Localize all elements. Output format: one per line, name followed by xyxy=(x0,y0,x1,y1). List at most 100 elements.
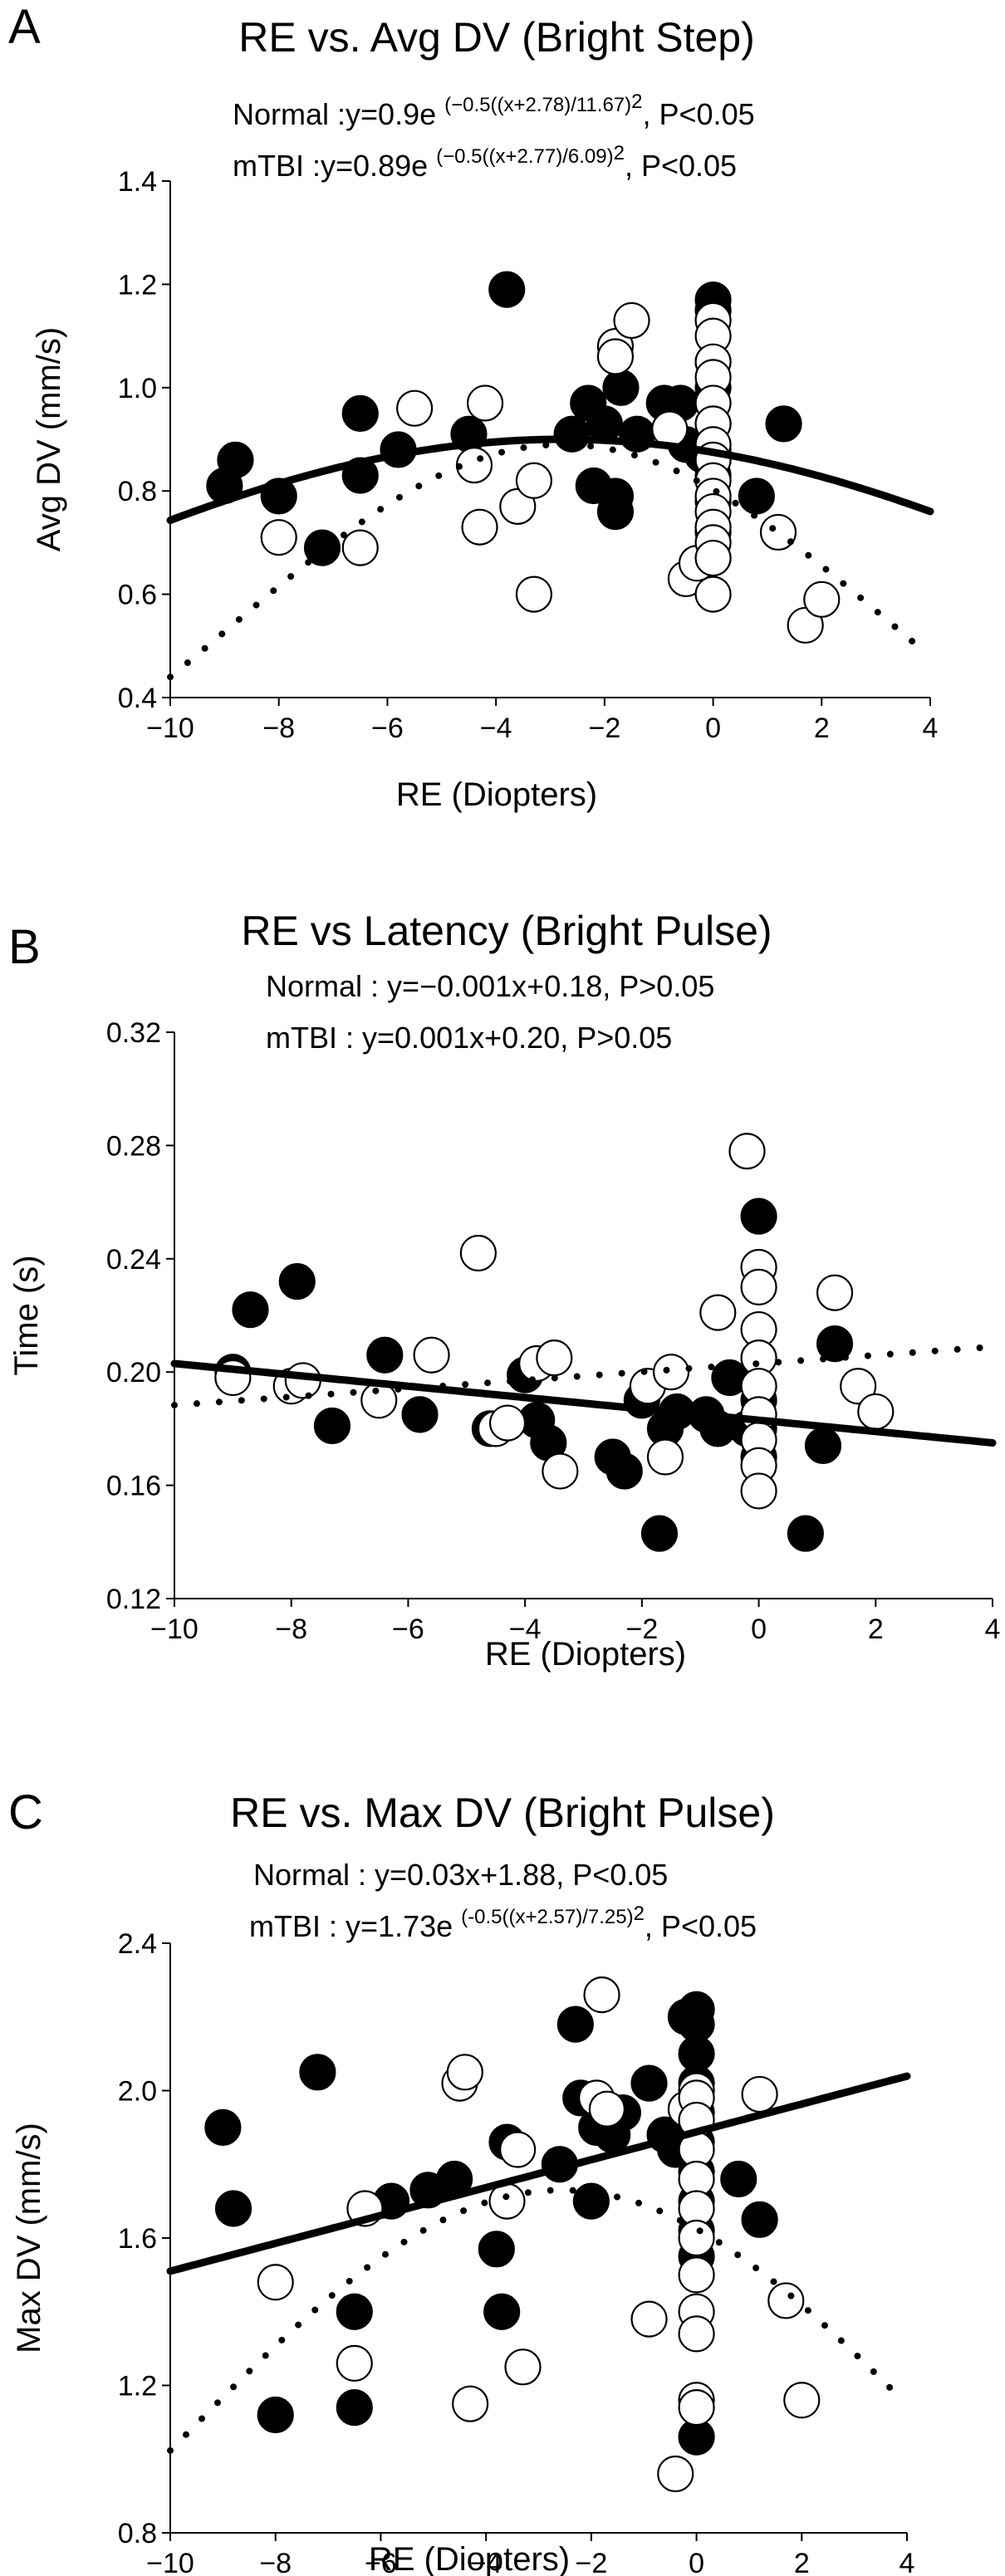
x-tick-label: −10 xyxy=(150,1614,199,1645)
y-tick-label: 0.24 xyxy=(106,1244,161,1276)
filled-data-point xyxy=(488,271,526,308)
filled-data-point xyxy=(816,1325,854,1363)
open-data-point xyxy=(336,2344,373,2382)
open-data-point xyxy=(596,338,635,375)
filled-data-point xyxy=(303,529,341,566)
filled-data-point xyxy=(204,2108,242,2146)
filled-data-point xyxy=(483,2293,521,2330)
y-tick-label: 0.8 xyxy=(118,2518,157,2549)
open-data-point xyxy=(396,389,434,427)
filled-data-point xyxy=(553,415,591,453)
x-tick-label: 4 xyxy=(900,2548,915,2576)
open-data-point xyxy=(459,1234,497,1272)
open-data-point xyxy=(413,1336,450,1374)
open-data-point xyxy=(499,2131,537,2168)
x-tick-label: −8 xyxy=(259,2548,292,2576)
open-data-point xyxy=(613,301,650,340)
x-tick-label: −6 xyxy=(392,1614,424,1645)
x-axis-label: RE (Diopters) xyxy=(485,1636,686,1672)
filled-data-point xyxy=(630,2064,668,2102)
open-data-point xyxy=(840,1368,877,1405)
filled-data-point xyxy=(313,1407,351,1445)
open-data-point xyxy=(536,1339,573,1377)
x-tick-label: 4 xyxy=(923,713,939,744)
fit-line-solid xyxy=(166,435,934,524)
filled-data-point xyxy=(478,2231,515,2268)
open-data-point xyxy=(678,2315,715,2353)
fit-equation-normal: Normal :y=0.9e (−0.5((x+2.78)/11.67)2, P… xyxy=(233,91,755,131)
x-tick-label: −6 xyxy=(365,2548,397,2576)
filled-data-point xyxy=(217,441,254,478)
open-data-point xyxy=(678,2256,715,2294)
y-tick-label: 2.0 xyxy=(118,2076,157,2108)
y-axis-label: Time (s) xyxy=(8,1255,45,1375)
filled-data-point xyxy=(804,1427,842,1464)
y-tick-label: 1.4 xyxy=(118,166,157,198)
filled-data-point xyxy=(401,1396,439,1433)
y-tick-label: 0.32 xyxy=(106,1017,161,1049)
open-data-point xyxy=(759,513,797,551)
y-tick-label: 0.12 xyxy=(106,1584,161,1615)
open-data-point xyxy=(452,2385,489,2422)
filled-data-point xyxy=(214,2190,252,2227)
y-axis-label: Max DV (mm/s) xyxy=(11,2123,47,2353)
open-data-point xyxy=(783,2382,821,2419)
open-data-point xyxy=(678,2389,715,2427)
x-tick-label: 0 xyxy=(751,1614,767,1645)
open-data-point xyxy=(446,2054,483,2091)
panel-letter: A xyxy=(8,0,41,54)
chart-title: RE vs. Max DV (Bright Pulse) xyxy=(230,1790,775,1836)
open-data-point xyxy=(341,529,379,566)
open-data-point xyxy=(515,462,552,499)
y-tick-label: 0.4 xyxy=(118,683,157,714)
open-data-point xyxy=(803,580,841,618)
x-tick-label: 0 xyxy=(705,713,721,744)
filled-data-point xyxy=(366,1336,404,1374)
open-data-point xyxy=(816,1274,854,1311)
open-data-point xyxy=(504,2348,542,2386)
filled-data-point xyxy=(765,405,802,443)
filled-data-point xyxy=(341,394,379,432)
x-tick-label: −2 xyxy=(625,1614,658,1645)
y-tick-label: 2.4 xyxy=(118,1928,157,1960)
open-data-point xyxy=(588,2090,625,2128)
fit-equation-normal: Normal : y=0.03x+1.88, P<0.05 xyxy=(253,1858,668,1892)
filled-data-point xyxy=(640,1515,679,1552)
x-axis-label: RE (Diopters) xyxy=(396,776,597,813)
open-data-point xyxy=(466,384,504,422)
x-tick-label: −10 xyxy=(146,713,194,744)
fit-line-dotted xyxy=(167,2187,895,2454)
filled-data-point xyxy=(741,2201,778,2238)
fit-line-solid xyxy=(166,2072,911,2275)
filled-data-point xyxy=(336,2293,373,2330)
filled-data-point xyxy=(572,2182,610,2220)
y-tick-label: 1.0 xyxy=(118,373,157,404)
x-axis-label: RE (Diopters) xyxy=(369,2541,570,2576)
panel-letter: B xyxy=(8,920,41,974)
fit-equation-mtbi: mTBI : y=0.001x+0.20, P>0.05 xyxy=(266,1021,672,1055)
open-data-point xyxy=(515,575,552,613)
open-data-point xyxy=(630,2300,668,2338)
open-data-point xyxy=(461,508,498,546)
x-tick-label: 2 xyxy=(794,2548,810,2576)
fit-line-dotted xyxy=(167,441,918,681)
x-tick-label: 4 xyxy=(985,1614,1001,1645)
filled-data-point xyxy=(556,2005,594,2043)
y-tick-label: 1.2 xyxy=(118,269,157,301)
fit-equation-mtbi: mTBI :y=0.89e (−0.5((x+2.77)/6.09)2, P<0… xyxy=(233,142,737,183)
open-data-point xyxy=(488,1404,527,1442)
x-tick-label: −10 xyxy=(146,2548,194,2576)
x-tick-label: −8 xyxy=(275,1614,307,1645)
open-data-point xyxy=(767,2282,805,2319)
filled-data-point xyxy=(586,405,623,443)
filled-data-point xyxy=(602,369,640,406)
open-data-point xyxy=(740,1268,777,1306)
open-data-point xyxy=(699,1294,737,1331)
open-data-point xyxy=(857,1393,895,1431)
filled-data-point xyxy=(596,492,635,531)
x-tick-label: 2 xyxy=(814,713,830,744)
filled-data-point xyxy=(720,2160,757,2198)
open-data-point xyxy=(542,1452,579,1490)
y-tick-label: 0.16 xyxy=(106,1471,161,1502)
